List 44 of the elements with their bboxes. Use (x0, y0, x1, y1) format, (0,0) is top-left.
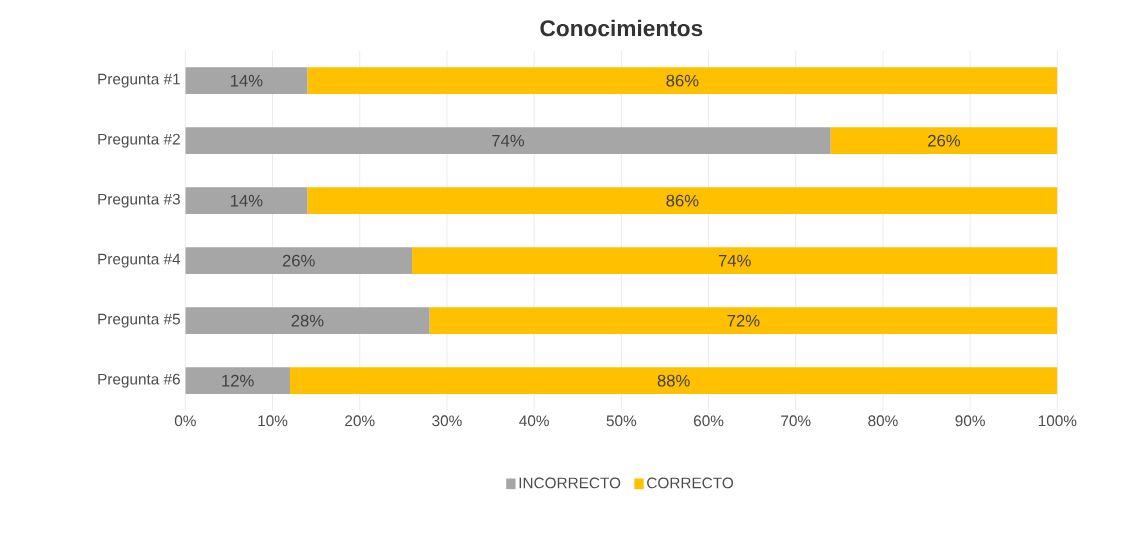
x-tick-label: 0% (174, 415, 196, 427)
y-tick-label: Pregunta #6 (98, 373, 180, 388)
bar (830, 127, 1058, 155)
data-label: 14% (230, 195, 263, 207)
x-tick-label: 80% (868, 415, 898, 427)
x-tick-label: 10% (258, 415, 288, 427)
data-label: 86% (666, 74, 699, 87)
x-tick-label: 30% (432, 415, 462, 427)
bar (185, 247, 413, 275)
x-tick-label: 70% (781, 415, 811, 427)
bar (185, 187, 308, 215)
data-label: 74% (492, 135, 525, 147)
chart-title: Conocimientos (540, 19, 703, 37)
bar (429, 307, 1058, 335)
bar (412, 247, 1058, 275)
y-tick-label: Pregunta #3 (98, 193, 180, 208)
bar (185, 367, 290, 395)
bar (307, 67, 1058, 95)
bar (185, 67, 308, 95)
y-tick-label: Pregunta #2 (98, 133, 180, 148)
data-label: 74% (718, 255, 751, 267)
bar (185, 307, 430, 335)
x-tick-label: 50% (606, 415, 637, 427)
x-tick-label: 40% (519, 415, 549, 427)
bar (185, 127, 831, 155)
x-tick-label: 100% (1038, 415, 1077, 427)
data-label: 14% (230, 75, 263, 87)
legend-label: INCORRECTO (519, 477, 621, 489)
data-label: 12% (222, 374, 254, 387)
x-tick-label: 20% (345, 415, 375, 427)
data-label: 72% (727, 314, 760, 327)
data-label: 28% (291, 314, 324, 327)
data-label: 26% (282, 254, 315, 267)
data-label: 86% (666, 194, 699, 207)
y-tick-label: Pregunta #5 (98, 313, 180, 328)
x-tick-label: 60% (693, 415, 724, 427)
data-label: 26% (928, 134, 961, 147)
bar (307, 187, 1058, 215)
data-label: 88% (657, 374, 690, 387)
x-tick-label: 90% (955, 415, 985, 427)
y-tick-label: Pregunta #4 (98, 253, 181, 268)
y-tick-label: Pregunta #1 (98, 73, 180, 88)
legend-label: CORRECTO (647, 477, 734, 489)
bar (289, 367, 1058, 395)
